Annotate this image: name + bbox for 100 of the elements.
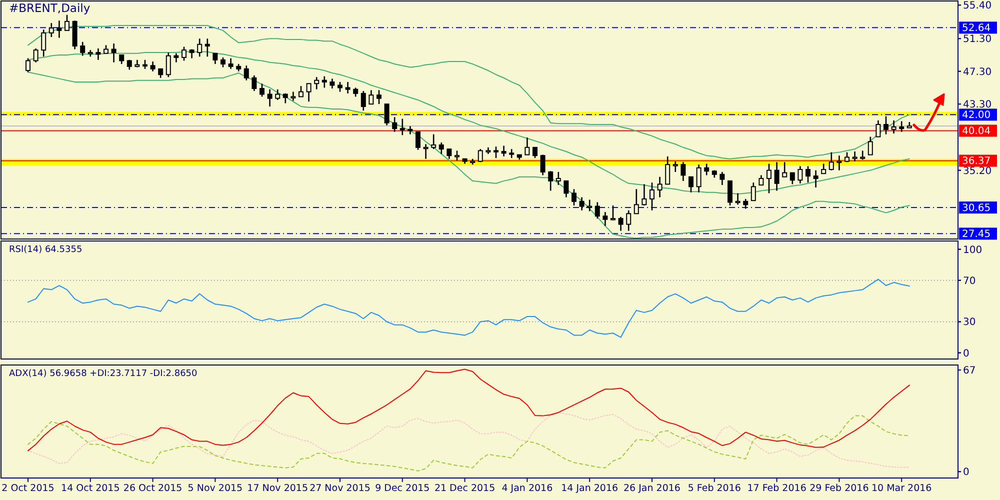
candlestick bbox=[244, 64, 249, 81]
x-tick-label: 2 Oct 2015 bbox=[2, 483, 54, 494]
y-tick-label: 55.40 bbox=[963, 0, 992, 12]
candlestick bbox=[314, 76, 320, 90]
x-tick-label: 29 Feb 2016 bbox=[810, 483, 869, 494]
candlestick bbox=[454, 150, 460, 162]
candlestick bbox=[852, 150, 858, 162]
candlestick bbox=[680, 161, 686, 182]
candlestick bbox=[548, 170, 554, 192]
candlestick bbox=[368, 90, 374, 105]
candlestick bbox=[400, 118, 405, 136]
candlestick bbox=[438, 142, 444, 155]
candlestick bbox=[298, 85, 304, 98]
candlestick bbox=[416, 131, 420, 150]
chart-title: #BRENT,Daily bbox=[9, 1, 90, 15]
candlestick bbox=[80, 41, 86, 56]
candlestick bbox=[345, 81, 350, 94]
candlestick bbox=[790, 172, 795, 185]
candlestick bbox=[758, 174, 764, 186]
candlestick bbox=[96, 48, 101, 61]
candlestick bbox=[26, 58, 30, 73]
candlestick bbox=[891, 120, 896, 134]
candlestick bbox=[267, 88, 272, 108]
candlestick bbox=[56, 20, 62, 38]
ref-line-label: 40.04 bbox=[962, 126, 991, 138]
candlestick bbox=[204, 38, 210, 58]
chart-title: RSI(14) 64.5355 bbox=[9, 245, 82, 255]
candlestick bbox=[836, 154, 842, 171]
candlestick bbox=[524, 136, 530, 156]
candlestick bbox=[774, 161, 780, 192]
candlestick bbox=[478, 148, 483, 163]
candlestick bbox=[166, 52, 171, 78]
ref-line-label: 30.65 bbox=[962, 203, 991, 214]
candlestick bbox=[688, 176, 694, 194]
candlestick bbox=[813, 170, 818, 188]
x-tick-label: 27 Nov 2015 bbox=[310, 483, 370, 494]
candlestick bbox=[182, 46, 186, 62]
ref-line-label: 36.37 bbox=[962, 156, 991, 168]
ref-line-label: 42.00 bbox=[962, 110, 991, 122]
candlestick bbox=[696, 164, 702, 194]
candlestick bbox=[766, 163, 772, 194]
candlestick bbox=[408, 125, 413, 135]
y-tick-label: 47.30 bbox=[963, 66, 992, 78]
y-tick-label: 30 bbox=[963, 317, 976, 328]
candlestick bbox=[594, 202, 600, 220]
candlestick bbox=[720, 171, 725, 186]
candlestick bbox=[704, 163, 710, 176]
candlestick bbox=[587, 199, 592, 212]
candlestick bbox=[41, 28, 46, 58]
candlestick bbox=[197, 38, 202, 58]
x-tick-label: 5 Nov 2015 bbox=[188, 483, 243, 494]
candlestick bbox=[532, 146, 538, 159]
x-tick-label: 17 Nov 2015 bbox=[247, 483, 308, 494]
candlestick bbox=[806, 166, 810, 184]
x-tick-label: 14 Oct 2015 bbox=[61, 483, 120, 494]
candlestick bbox=[111, 42, 116, 63]
x-tick-label: 21 Dec 2015 bbox=[434, 483, 496, 494]
candlestick bbox=[634, 188, 639, 214]
candlestick bbox=[212, 52, 218, 65]
candlestick bbox=[64, 14, 70, 32]
candlestick bbox=[798, 166, 803, 184]
candlestick bbox=[384, 103, 390, 126]
x-tick-label: 9 Dec 2015 bbox=[375, 483, 430, 494]
candlestick bbox=[306, 82, 312, 102]
candlestick bbox=[876, 120, 881, 138]
candlestick bbox=[665, 156, 670, 185]
ref-line-label: 27.45 bbox=[962, 229, 991, 240]
candlestick bbox=[501, 145, 506, 158]
candlestick bbox=[322, 76, 327, 88]
candlestick bbox=[376, 90, 382, 105]
candlestick bbox=[360, 90, 366, 112]
y-tick-label: 100 bbox=[963, 244, 982, 256]
x-tick-label: 10 Mar 2016 bbox=[871, 483, 932, 494]
candlestick bbox=[610, 204, 616, 221]
candlestick bbox=[828, 152, 834, 171]
candlestick bbox=[884, 116, 888, 135]
candlestick bbox=[728, 180, 732, 206]
x-tick-label: 17 Feb 2016 bbox=[747, 483, 806, 494]
candlestick bbox=[150, 60, 156, 72]
candlestick bbox=[899, 120, 904, 133]
y-tick-label: 67 bbox=[963, 366, 976, 377]
candlestick bbox=[602, 211, 608, 227]
x-tick-label: 26 Jan 2016 bbox=[624, 483, 680, 494]
candlestick bbox=[618, 216, 624, 232]
text: ADX(14) 56.9658 +DI:23.7117 -DI:2.8650 bbox=[9, 369, 198, 379]
candlestick bbox=[868, 136, 873, 156]
candlestick bbox=[579, 196, 584, 212]
candlestick bbox=[338, 81, 342, 92]
candlestick bbox=[782, 161, 788, 178]
candlestick bbox=[48, 22, 54, 38]
candlestick bbox=[220, 56, 226, 68]
y-tick-label: 43.30 bbox=[963, 100, 992, 111]
y-tick-label: 0 bbox=[963, 467, 970, 478]
x-tick-label: 14 Jan 2016 bbox=[561, 483, 618, 494]
candlestick bbox=[446, 148, 452, 160]
candlestick bbox=[564, 180, 569, 198]
candlestick bbox=[275, 88, 280, 101]
y-tick-label: 70 bbox=[963, 276, 976, 287]
candlestick bbox=[228, 58, 234, 70]
line-series bbox=[28, 278, 910, 338]
